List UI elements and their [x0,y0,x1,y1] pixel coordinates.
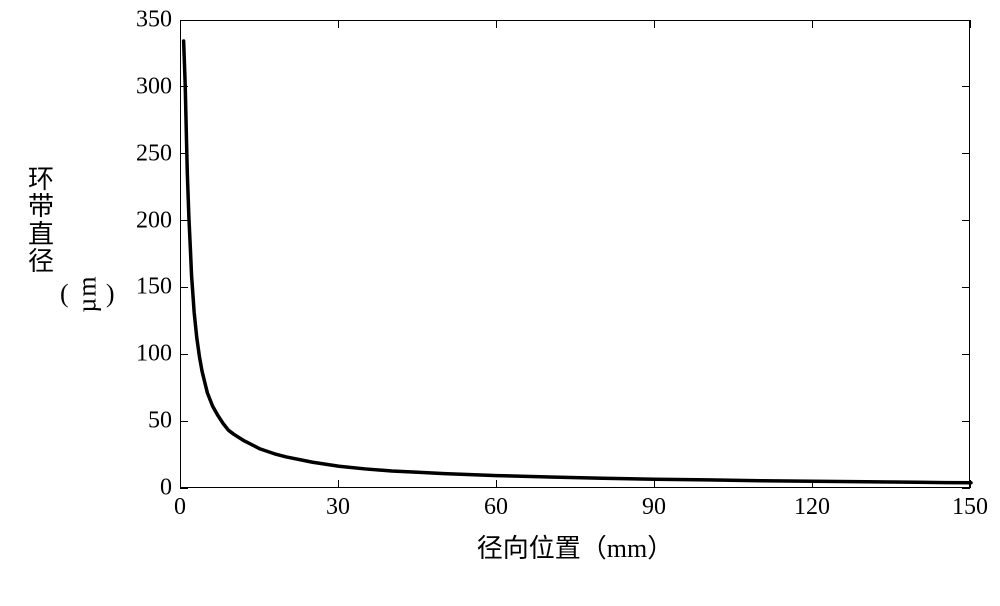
data-curve [181,21,971,489]
x-tick-label: 150 [952,494,988,521]
x-tick-label: 90 [642,494,666,521]
x-tick-label: 60 [484,494,508,521]
x-axis-label: 径向位置（mm） [477,528,673,565]
chart-figure: 0 30 60 90 120 150 0 50 100 150 200 250 300 350 径向位置… [0,0,1000,606]
y-tick-label: 100 [136,341,172,368]
y-tick-label: 200 [136,207,172,234]
y-axis-label-text: 环带直径 [28,166,54,275]
y-tick-label: 50 [148,408,172,435]
y-tick-label: 250 [136,140,172,167]
y-tick-label: 350 [136,7,172,34]
y-axis-label-unit: (µm) [60,281,115,307]
x-tick-label: 30 [326,494,350,521]
x-tick-label: 0 [174,494,186,521]
y-tick-label: 300 [136,73,172,100]
plot-area [180,20,970,488]
y-tick-label: 150 [136,274,172,301]
y-tick-label: 0 [160,475,172,502]
x-tick-label: 120 [794,494,830,521]
